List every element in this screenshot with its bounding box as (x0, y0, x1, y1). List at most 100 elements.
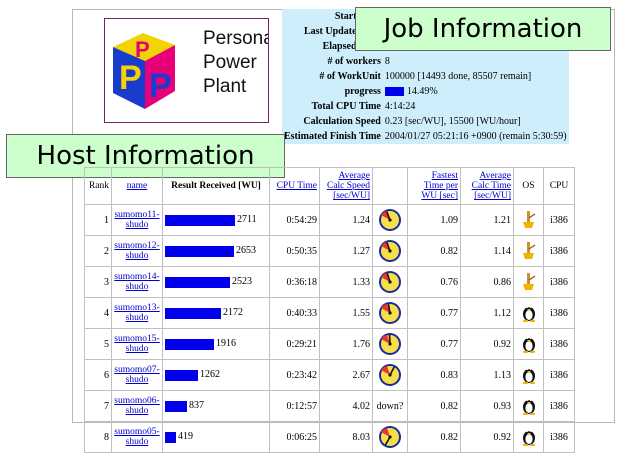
host-name[interactable]: sumomo12- shudo (111, 235, 163, 267)
job-info-key: Total CPU Time (282, 99, 383, 114)
host-cpu-time: 0:29:21 (269, 328, 320, 360)
host-name-link[interactable]: sumomo14- shudo (114, 272, 160, 292)
host-avg-speed: 4.02 (319, 390, 373, 422)
linux-icon (521, 429, 537, 449)
host-rank: 6 (84, 359, 112, 391)
host-name-line2[interactable]: shudo (125, 220, 149, 230)
progress-bar (384, 87, 404, 97)
job-information-callout: Job Information (355, 7, 611, 51)
logo-line: Personal (203, 28, 268, 49)
logo-line: Plant (203, 76, 247, 97)
header-os: OS (513, 167, 544, 205)
host-result: 2523 (162, 266, 270, 298)
speed-gauge-icon (378, 270, 402, 296)
host-name-link[interactable]: sumomo06- shudo (114, 396, 160, 416)
host-name-line2[interactable]: shudo (125, 344, 149, 354)
header-rank: Rank (84, 167, 112, 205)
host-avg-time: 1.13 (460, 359, 514, 391)
host-name-line1[interactable]: sumomo07 (114, 365, 157, 375)
speed-gauge-icon (378, 301, 402, 327)
host-gauge-cell (372, 266, 408, 298)
host-name-link[interactable]: sumomo12- shudo (114, 241, 160, 261)
header-cpu-time-link[interactable]: CPU Time (276, 181, 317, 191)
speed-gauge-icon (378, 239, 402, 265)
job-info-key: Calculation Speed (282, 114, 383, 129)
host-name-line1[interactable]: sumomo13 (114, 303, 157, 313)
host-cpu-time: 0:54:29 (269, 204, 320, 236)
host-name-link[interactable]: sumomo07- shudo (114, 365, 160, 385)
host-name-line2[interactable]: shudo (125, 406, 149, 416)
host-name-line1[interactable]: sumomo12 (114, 241, 157, 251)
host-avg-speed: 8.03 (319, 421, 373, 453)
host-rank: 3 (84, 266, 112, 298)
host-fastest: 0.82 (407, 390, 461, 422)
host-name-line2[interactable]: shudo (125, 282, 149, 292)
host-avg-speed: 1.24 (319, 204, 373, 236)
host-name-line1[interactable]: sumomo05 (114, 427, 157, 437)
host-os (513, 266, 544, 298)
host-avg-speed: 1.76 (319, 328, 373, 360)
host-os (513, 390, 544, 422)
host-cpu: i386 (543, 235, 575, 267)
speed-gauge-icon (378, 332, 402, 358)
job-info-value: 2004/01/27 05:21:16 +0900 (remain 5:30:5… (382, 129, 569, 144)
host-name-line1[interactable]: sumomo11 (114, 210, 157, 220)
header-name[interactable]: name (111, 167, 163, 205)
host-cpu-time: 0:06:25 (269, 421, 320, 453)
host-name-line1[interactable]: sumomo14 (114, 272, 157, 282)
host-result: 837 (162, 390, 270, 422)
host-name-line2[interactable]: shudo (125, 437, 149, 447)
host-rank: 8 (84, 421, 112, 453)
result-bar (165, 338, 214, 350)
host-name-line2[interactable]: shudo (125, 313, 149, 323)
host-name[interactable]: sumomo05- shudo (111, 421, 163, 453)
header-avg-time-link[interactable]: Average Calc Time [sec/WU] (471, 171, 511, 201)
host-fastest: 0.82 (407, 421, 461, 453)
host-row: 5 sumomo15- shudo 1916 0:29:21 1.76 0.77 0.92 i3… (84, 328, 575, 360)
result-value: 2172 (223, 307, 243, 319)
host-name-line2[interactable]: shudo (125, 251, 149, 261)
svg-text:P: P (149, 67, 172, 105)
host-name-line1[interactable]: sumomo06 (114, 396, 157, 406)
host-name[interactable]: sumomo06- shudo (111, 390, 163, 422)
host-fastest: 0.77 (407, 297, 461, 329)
linux-icon (521, 305, 537, 325)
host-name-link[interactable]: sumomo05- shudo (114, 427, 160, 447)
result-bar (165, 431, 176, 443)
header-avg-speed[interactable]: Average Calc Speed [sec/WU] (319, 167, 373, 205)
windows-icon (521, 210, 537, 232)
header-name-link[interactable]: name (126, 181, 148, 191)
host-fastest: 0.82 (407, 235, 461, 267)
host-rank: 5 (84, 328, 112, 360)
result-bar (165, 400, 187, 412)
host-rank: 4 (84, 297, 112, 329)
host-name-line2[interactable]: shudo (125, 375, 149, 385)
job-info-key: progress (282, 84, 383, 99)
host-cpu-time: 0:50:35 (269, 235, 320, 267)
host-name[interactable]: sumomo14- shudo (111, 266, 163, 298)
job-info-key: # of workers (282, 54, 383, 69)
host-avg-speed: 1.55 (319, 297, 373, 329)
host-gauge-cell (372, 235, 408, 267)
host-name-line1[interactable]: sumomo15 (114, 334, 157, 344)
header-avg-time[interactable]: Average Calc Time [sec/WU] (460, 167, 514, 205)
header-fastest[interactable]: Fastest Time per WU [sec] (407, 167, 461, 205)
host-name-link[interactable]: sumomo13- shudo (114, 303, 160, 323)
svg-text:P: P (119, 59, 142, 97)
result-bar (165, 307, 221, 319)
host-row: 4 sumomo13- shudo 2172 0:40:33 1.55 0.77 1.12 i3… (84, 297, 575, 329)
host-name[interactable]: sumomo07- shudo (111, 359, 163, 391)
header-fastest-link[interactable]: Fastest Time per WU [sec] (421, 171, 458, 201)
header-avg-speed-link[interactable]: Average Calc Speed [sec/WU] (326, 171, 370, 201)
host-name[interactable]: sumomo11- shudo (111, 204, 163, 236)
host-name[interactable]: sumomo13- shudo (111, 297, 163, 329)
header-cpu-time[interactable]: CPU Time (269, 167, 320, 205)
host-avg-time: 1.21 (460, 204, 514, 236)
job-info-row: Total CPU Time 4:14:24 (282, 99, 569, 114)
host-name-link[interactable]: sumomo15- shudo (114, 334, 160, 354)
host-name[interactable]: sumomo15- shudo (111, 328, 163, 360)
host-name-link[interactable]: sumomo11- shudo (114, 210, 160, 230)
personal-power-plant-logo: P P P Personal Power Plant (104, 18, 269, 123)
host-status: down? (376, 400, 404, 412)
host-avg-speed: 1.27 (319, 235, 373, 267)
